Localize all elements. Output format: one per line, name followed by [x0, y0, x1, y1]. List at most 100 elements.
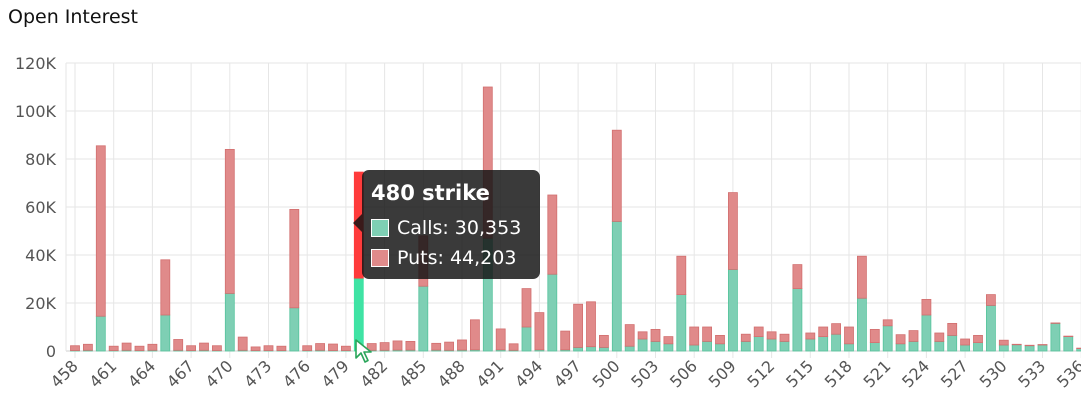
- calls-bar-522: [895, 343, 906, 352]
- calls-bar-485: [418, 285, 429, 352]
- puts-bar-525: [934, 332, 945, 342]
- calls-bar-533: [1037, 344, 1048, 352]
- puts-bar-509: [728, 192, 738, 270]
- calls-bar-500: [611, 220, 622, 352]
- puts-bar-523: [908, 330, 919, 342]
- calls-bar-508: [715, 343, 725, 352]
- puts-bar-462: [121, 342, 132, 351]
- x-tick-label: 530: [976, 356, 1011, 391]
- puts-bar-515: [805, 332, 816, 340]
- page-title: Open Interest: [8, 6, 139, 28]
- x-tick-label: 467: [163, 356, 198, 391]
- calls-bar-532: [1024, 345, 1035, 352]
- puts-bar-527: [960, 338, 970, 346]
- calls-bar-526: [947, 334, 958, 352]
- calls-bar-512: [766, 338, 777, 352]
- puts-bar-528: [973, 334, 983, 343]
- puts-bar-470: [224, 148, 235, 294]
- puts-bar-524: [921, 298, 932, 316]
- puts-bar-526: [947, 322, 958, 336]
- puts-bar-496: [560, 330, 571, 351]
- calls-bar-525: [934, 340, 945, 352]
- puts-bar-461: [108, 345, 119, 351]
- puts-bar-473: [263, 345, 274, 351]
- puts-bar-486: [431, 342, 442, 351]
- x-tick-label: 458: [47, 356, 82, 391]
- puts-bar-497: [573, 303, 583, 348]
- calls-bar-523: [908, 340, 919, 352]
- puts-bar-506: [689, 326, 700, 346]
- tooltip: 480 strike Calls: 30,353 Puts: 44,203: [353, 170, 540, 279]
- calls-bar-517: [831, 333, 841, 352]
- puts-bar-484: [405, 340, 416, 351]
- x-tick-label: 497: [550, 356, 585, 391]
- x-tick-label: 476: [279, 356, 314, 391]
- puts-bar-492: [508, 343, 519, 351]
- calls-bar-507: [702, 340, 712, 352]
- puts-bar-488: [457, 339, 467, 351]
- calls-bar-534: [1050, 322, 1061, 352]
- x-tick-label: 464: [124, 356, 159, 391]
- x-tick-label: 470: [202, 356, 237, 391]
- puts-bar-464: [147, 343, 158, 351]
- mouse-cursor-icon: [355, 339, 372, 363]
- puts-bar-483: [392, 340, 403, 351]
- calls-bar-528: [973, 342, 983, 352]
- y-tick-label: 120K: [15, 54, 57, 73]
- x-tick-label: 506: [666, 356, 701, 391]
- x-tick-label: 491: [472, 356, 507, 391]
- calls-bar-531: [1011, 344, 1022, 352]
- y-tick-label: 100K: [15, 102, 57, 121]
- x-tick-label: 473: [240, 356, 275, 391]
- calls-bar-465: [160, 314, 171, 352]
- puts-bar-476: [302, 345, 313, 351]
- calls-bar-535: [1063, 336, 1074, 352]
- puts-bar-518: [844, 326, 854, 345]
- calls-bar-515: [805, 338, 816, 352]
- puts-bar-500: [611, 129, 622, 222]
- puts-bar-471: [237, 336, 248, 351]
- puts-bar-475: [289, 208, 300, 309]
- x-tick-label: 500: [589, 356, 624, 391]
- calls-bar-529: [986, 304, 996, 352]
- calls-bar-506: [689, 344, 700, 352]
- puts-bar-529: [986, 294, 996, 306]
- puts-bar-460: [95, 145, 106, 317]
- puts-bar-520: [869, 328, 880, 343]
- puts-bar-501: [624, 324, 635, 347]
- puts-bar-465: [160, 259, 171, 316]
- puts-bar-482: [379, 342, 390, 351]
- x-tick-label: 524: [898, 356, 933, 391]
- x-tick-label: 494: [511, 356, 546, 391]
- puts-bar-498: [586, 301, 596, 348]
- calls-bar-503: [650, 340, 661, 352]
- puts-bar-505: [676, 255, 687, 296]
- tooltip-calls-label: Calls: 30,353: [397, 217, 522, 239]
- calls-bar-513: [779, 340, 790, 352]
- calls-bar-527: [960, 344, 970, 352]
- x-tick-label: 536: [1053, 356, 1081, 391]
- puts-bar-514: [792, 264, 803, 290]
- calls-bar-511: [753, 336, 764, 352]
- puts-bar-458: [70, 345, 80, 351]
- puts-bar-459: [83, 343, 93, 351]
- puts-bar-493: [521, 288, 532, 328]
- puts-bar-530: [998, 339, 1009, 346]
- calls-bar-497: [573, 346, 583, 352]
- y-axis: 0 20K 40K 60K 80K 100K 120K: [15, 54, 57, 361]
- calls-bar-495: [547, 273, 558, 352]
- x-tick-label: 512: [743, 356, 778, 391]
- puts-bar-489: [469, 319, 480, 351]
- puts-bar-463: [134, 345, 145, 351]
- x-tick-label: 461: [85, 356, 120, 391]
- calls-bar-516: [818, 336, 829, 352]
- x-tick-label: 485: [395, 356, 430, 391]
- calls-bar-509: [728, 268, 738, 352]
- puts-bar-468: [199, 342, 209, 351]
- puts-bar-511: [753, 326, 764, 338]
- x-tick-label: 533: [1014, 356, 1049, 391]
- x-tick-label: 521: [859, 356, 894, 391]
- puts-bar-494: [534, 312, 545, 351]
- puts-bar-510: [740, 333, 751, 342]
- calls-bar-499: [599, 346, 609, 352]
